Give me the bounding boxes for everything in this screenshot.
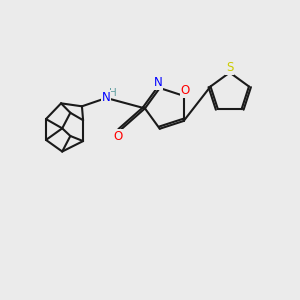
Text: S: S (226, 61, 233, 74)
Text: O: O (181, 84, 190, 97)
Text: O: O (113, 130, 122, 142)
Text: N: N (154, 76, 163, 89)
Text: N: N (102, 91, 110, 103)
Text: H: H (109, 88, 117, 98)
